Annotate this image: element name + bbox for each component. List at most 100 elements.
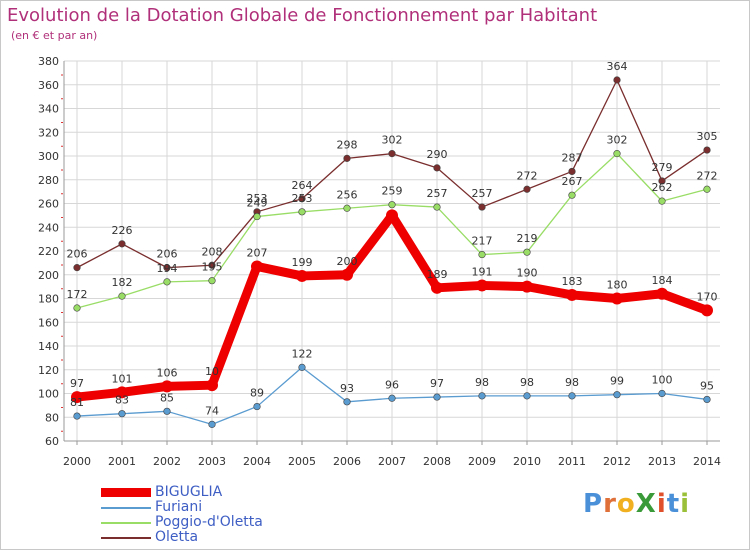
data-label-furiani: 85 (160, 391, 174, 404)
data-label-poggio-d-oletta: 217 (472, 235, 493, 248)
legend-swatch-poggio-doletta (101, 521, 151, 524)
chart-legend: BIGUGLIA Furiani Poggio-d'Oletta Oletta (101, 485, 401, 545)
data-label-poggio-d-oletta: 259 (382, 185, 403, 198)
logo-letter: r (603, 489, 617, 519)
legend-item-poggio-doletta: Poggio-d'Oletta (101, 515, 401, 530)
data-point-biguglia (161, 380, 173, 393)
x-tick-label: 2007 (378, 455, 406, 468)
data-point-poggio-d-oletta (343, 204, 351, 212)
data-label-biguglia: 199 (292, 256, 313, 269)
data-point-biguglia (206, 379, 218, 392)
data-label-biguglia: 207 (247, 246, 268, 259)
logo-letter: P (583, 489, 604, 519)
legend-label-biguglia: BIGUGLIA (155, 484, 223, 500)
data-point-furiani (253, 402, 261, 411)
data-label-oletta: 264 (292, 179, 313, 192)
x-tick-label: 2000 (63, 455, 91, 468)
y-tick-label: 200 (38, 269, 59, 282)
data-label-poggio-d-oletta: 194 (157, 262, 178, 275)
data-point-biguglia (566, 288, 578, 301)
data-point-furiani (118, 410, 126, 418)
data-point-poggio-d-oletta (478, 250, 486, 259)
data-point-biguglia (656, 287, 668, 300)
data-point-oletta (433, 164, 441, 172)
data-label-oletta: 287 (562, 151, 583, 164)
data-label-furiani: 99 (610, 375, 624, 388)
data-label-furiani: 122 (292, 347, 313, 360)
data-point-biguglia (701, 304, 713, 317)
data-point-oletta (343, 154, 351, 162)
data-point-biguglia (71, 391, 83, 404)
x-tick-label: 2001 (108, 455, 136, 468)
data-label-oletta: 364 (607, 60, 628, 73)
data-label-biguglia: 97 (70, 377, 84, 390)
data-label-furiani: 83 (115, 394, 129, 407)
data-point-poggio-d-oletta (208, 277, 216, 285)
data-point-poggio-d-oletta (658, 197, 666, 205)
x-tick-label: 2010 (513, 455, 541, 468)
data-point-poggio-d-oletta (73, 304, 81, 312)
data-point-furiani (658, 389, 666, 398)
data-point-poggio-d-oletta (703, 185, 711, 193)
data-label-biguglia: 184 (652, 274, 673, 287)
data-label-poggio-d-oletta: 267 (562, 175, 583, 188)
x-tick-label: 2011 (558, 455, 586, 468)
data-label-poggio-d-oletta: 253 (292, 192, 313, 205)
data-label-biguglia: 200 (337, 255, 358, 268)
x-tick-label: 2005 (288, 455, 316, 468)
data-point-oletta (298, 195, 306, 203)
y-tick-label: 80 (45, 411, 59, 424)
data-label-furiani: 81 (70, 396, 84, 409)
legend-item-oletta: Oletta (101, 530, 401, 545)
data-label-oletta: 279 (652, 161, 673, 174)
data-point-biguglia (341, 268, 353, 281)
data-point-oletta (118, 240, 126, 248)
data-point-poggio-d-oletta (613, 150, 621, 158)
data-label-biguglia: 180 (607, 279, 628, 292)
y-tick-label: 260 (38, 198, 59, 211)
data-label-poggio-d-oletta: 195 (202, 261, 223, 274)
chart-subtitle: (en € et par an) (11, 29, 98, 42)
data-point-furiani (343, 398, 351, 406)
data-point-oletta (388, 150, 396, 158)
data-point-poggio-d-oletta (118, 292, 126, 300)
data-point-biguglia (431, 281, 443, 294)
data-label-oletta: 305 (697, 130, 718, 143)
data-point-biguglia (521, 280, 533, 293)
data-point-biguglia (476, 279, 488, 292)
y-tick-label: 160 (38, 316, 59, 329)
data-point-furiani (523, 392, 531, 400)
data-point-poggio-d-oletta (163, 278, 171, 286)
data-label-biguglia: 106 (157, 366, 178, 379)
data-point-oletta (163, 264, 171, 272)
data-label-furiani: 93 (340, 382, 354, 395)
data-point-furiani (73, 412, 81, 420)
logo-letter: i (656, 489, 667, 519)
data-point-oletta (208, 261, 216, 269)
data-label-biguglia: 189 (427, 268, 448, 281)
y-tick-label: 220 (38, 245, 59, 258)
data-label-furiani: 98 (520, 376, 534, 389)
y-tick-label: 340 (38, 103, 59, 116)
data-label-oletta: 226 (112, 224, 133, 237)
y-tick-label: 380 (38, 55, 59, 68)
legend-label-poggio-doletta: Poggio-d'Oletta (155, 514, 263, 530)
data-point-biguglia (116, 386, 128, 399)
legend-swatch-biguglia (101, 488, 151, 497)
data-label-furiani: 89 (250, 387, 264, 400)
data-label-furiani: 98 (565, 376, 579, 389)
x-tick-label: 2009 (468, 455, 496, 468)
data-point-poggio-d-oletta (523, 248, 531, 256)
legend-swatch-furiani (101, 506, 151, 509)
data-point-furiani (613, 391, 621, 399)
y-tick-label: 120 (38, 364, 59, 377)
data-point-biguglia (296, 269, 308, 282)
data-point-furiani (388, 394, 396, 402)
data-point-oletta (523, 185, 531, 193)
y-tick-label: 140 (38, 340, 59, 353)
logo-letter: i (680, 489, 691, 519)
data-label-poggio-d-oletta: 219 (517, 232, 538, 245)
data-point-poggio-d-oletta (388, 201, 396, 209)
